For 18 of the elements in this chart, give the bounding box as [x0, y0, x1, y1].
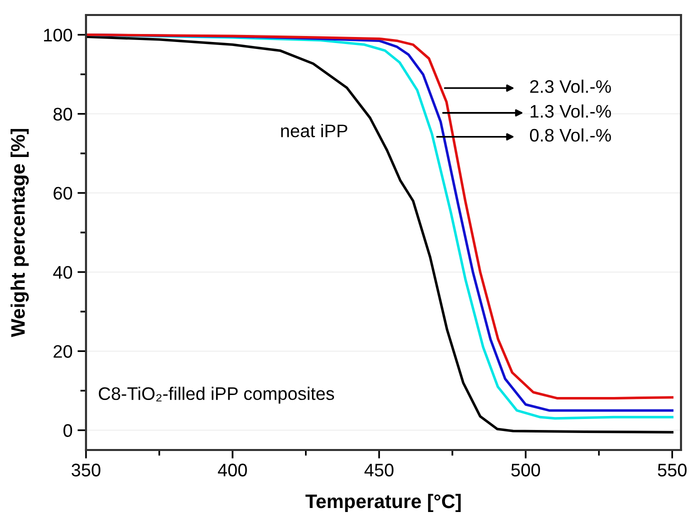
- annotation: C8-TiO₂-filled iPP composites: [98, 386, 334, 404]
- annotation: 0.8 Vol.-%: [530, 128, 611, 142]
- annotation: 2.3 Vol.-%: [530, 80, 611, 93]
- y-tick-label: 80: [54, 108, 72, 121]
- x-axis-title: Temperature [°C]: [305, 494, 461, 512]
- annotation: 1.3 Vol.-%: [530, 104, 611, 118]
- y-axis-title: Weight percentage [%]: [10, 128, 29, 338]
- x-tick-label: 450: [364, 464, 394, 476]
- x-tick-label: 400: [218, 464, 247, 476]
- y-tick-label: 20: [54, 345, 72, 358]
- y-tick-label: 40: [53, 266, 72, 279]
- x-tick-label: 500: [511, 464, 540, 476]
- y-tick-label: 0: [63, 424, 72, 437]
- x-tick-label: 550: [658, 464, 687, 476]
- x-tick-label: 350: [72, 464, 100, 476]
- y-tick-label: 60: [54, 186, 72, 200]
- y-tick-label: 100: [44, 28, 72, 42]
- annotation: neat iPP: [281, 124, 348, 138]
